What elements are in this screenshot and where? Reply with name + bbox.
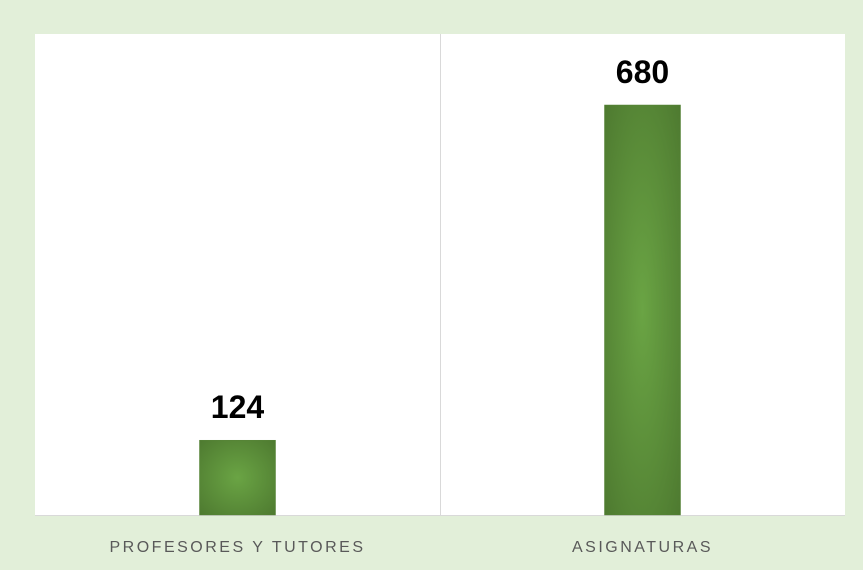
- bar: [604, 104, 681, 516]
- x-tick-label: PROFESORES Y TUTORES: [110, 539, 366, 556]
- data-label: 124: [211, 389, 265, 425]
- x-tick-label: ASIGNATURAS: [572, 539, 713, 556]
- data-label: 680: [616, 54, 669, 90]
- bar: [199, 439, 276, 516]
